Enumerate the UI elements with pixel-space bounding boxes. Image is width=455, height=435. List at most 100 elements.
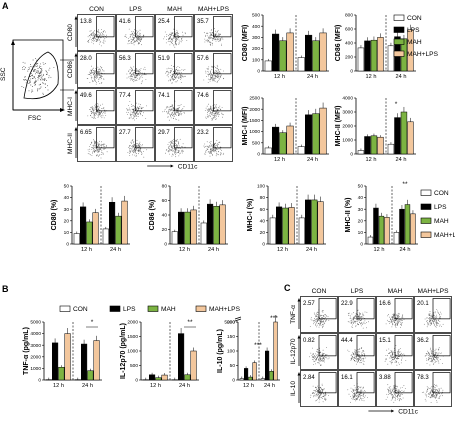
gating-event-dot: [38, 88, 40, 90]
event-dot: [435, 352, 437, 354]
y-tick-label: 4000: [30, 331, 41, 337]
bar-mah-lps-12-h: [384, 217, 390, 245]
event-dot: [178, 150, 179, 152]
event-dot: [172, 151, 174, 153]
event-dot: [353, 397, 355, 398]
event-dot: [391, 321, 393, 322]
event-dot: [436, 390, 438, 391]
event-dot: [104, 40, 106, 42]
event-dot: [168, 39, 170, 41]
event-dot: [215, 104, 217, 105]
event-dot: [213, 80, 215, 82]
bar-lps-24-h: [394, 117, 401, 155]
event-dot: [327, 316, 329, 318]
event-dot: [163, 38, 165, 40]
event-dot: [315, 359, 317, 361]
event-dot: [359, 359, 361, 361]
event-dot: [325, 316, 326, 318]
event-dot: [220, 76, 222, 78]
event-dot: [323, 360, 325, 361]
y-tick-label: 1500: [127, 334, 138, 340]
event-dot: [204, 38, 206, 40]
event-dot: [215, 155, 217, 157]
event-dot: [429, 325, 431, 326]
gate-percentage: 0.82: [303, 338, 315, 344]
event-dot: [397, 357, 398, 358]
event-dot: [137, 143, 139, 145]
y-tick-label: 1000: [127, 349, 138, 355]
y-tick-label: 0: [350, 152, 353, 158]
event-dot: [353, 320, 355, 322]
event-dot: [101, 67, 102, 69]
gating-event-dot: [29, 65, 31, 67]
gate-percentage: 23.2: [197, 130, 209, 136]
event-dot: [132, 74, 134, 76]
event-dot: [170, 113, 172, 115]
event-dot: [133, 150, 134, 152]
event-dot: [427, 322, 429, 324]
event-dot: [175, 70, 177, 72]
event-dot: [138, 74, 140, 76]
gating-event-dot: [31, 71, 32, 72]
x-tick-label: 12 h: [150, 383, 161, 389]
event-dot: [401, 316, 403, 318]
event-dot: [140, 151, 142, 153]
event-dot: [354, 316, 356, 318]
gating-ellipse: [23, 51, 59, 100]
event-dot: [437, 310, 439, 312]
event-dot: [127, 114, 128, 115]
event-dot: [93, 118, 95, 119]
event-dot: [390, 388, 392, 390]
event-dot: [323, 360, 324, 362]
event-dot: [146, 105, 147, 107]
event-dot: [178, 119, 180, 121]
event-dot: [320, 388, 322, 390]
event-dot: [401, 393, 402, 395]
bar-mah-lps-12-h: [92, 212, 99, 245]
event-dot: [219, 77, 221, 78]
event-dot: [216, 77, 218, 78]
event-dot: [205, 70, 207, 72]
event-dot: [435, 390, 437, 391]
event-dot: [361, 358, 363, 359]
event-dot: [97, 109, 98, 111]
row-marker-tnf: TNF-α: [290, 305, 297, 324]
event-dot: [392, 323, 393, 324]
event-dot: [322, 358, 324, 359]
event-dot: [325, 399, 327, 401]
event-dot: [209, 80, 211, 82]
event-dot: [94, 76, 96, 78]
event-dot: [135, 108, 137, 110]
event-dot: [440, 395, 442, 397]
event-dot: [212, 78, 214, 80]
event-dot: [430, 347, 431, 349]
gating-event-dot: [36, 71, 38, 73]
event-dot: [175, 41, 176, 43]
event-dot: [397, 356, 399, 357]
event-dot: [138, 72, 140, 73]
event-dot: [319, 350, 321, 351]
gate-percentage: 13.8: [80, 19, 92, 25]
event-dot: [204, 143, 206, 145]
event-dot: [136, 111, 138, 113]
event-dot: [102, 148, 104, 150]
event-dot: [212, 154, 214, 156]
event-dot: [357, 319, 359, 321]
event-dot: [164, 108, 166, 110]
event-dot: [436, 316, 438, 318]
event-dot: [92, 108, 93, 110]
event-dot: [316, 349, 318, 351]
event-dot: [437, 393, 438, 395]
event-dot: [324, 314, 326, 315]
event-dot: [101, 37, 102, 38]
event-dot: [138, 78, 140, 80]
event-dot: [143, 68, 144, 70]
event-dot: [169, 145, 170, 147]
event-dot: [356, 319, 358, 321]
event-dot: [321, 360, 322, 361]
event-dot: [87, 153, 89, 154]
event-dot: [129, 72, 131, 74]
event-dot: [354, 393, 356, 395]
event-dot: [220, 153, 222, 155]
event-dot: [97, 75, 98, 76]
